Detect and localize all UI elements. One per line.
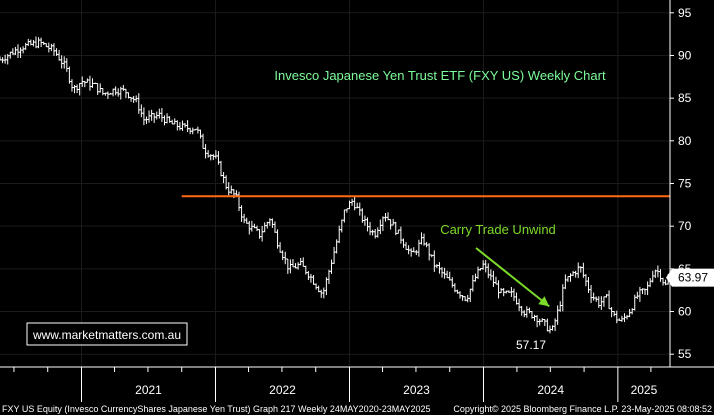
x-tick-label: 2024 (537, 383, 564, 397)
min-price-label: 57.17 (516, 338, 546, 352)
x-tick-label: 2023 (403, 383, 430, 397)
watermark-text: www.marketmatters.com.au (32, 328, 181, 342)
footer-left: FXY US Equity (Invesco CurrencyShares Ja… (2, 404, 431, 414)
last-price-tag: 63.97 (666, 268, 714, 287)
footer-bar (0, 402, 714, 415)
y-tick-label: 90 (678, 48, 692, 62)
x-axis: 2021 2022 2023 2024 2025 (0, 366, 714, 402)
x-tick-label: 2025 (631, 383, 658, 397)
price-bars (0, 36, 670, 334)
chart-gridlines (0, 0, 670, 367)
annotation-arrow (475, 247, 550, 308)
x-tick-label: 2021 (135, 383, 162, 397)
chart-title: Invesco Japanese Yen Trust ETF (FXY US) … (274, 68, 606, 83)
y-tick-label: 70 (678, 219, 692, 233)
y-tick-label: 85 (678, 91, 692, 105)
y-tick-label: 75 (678, 177, 692, 191)
y-tick-label: 95 (678, 6, 692, 20)
annotation-arrowhead (538, 296, 550, 307)
watermark-box (26, 322, 188, 346)
y-tick-label: 55 (678, 347, 692, 361)
footer-right: Copyright© 2025 Bloomberg Finance L.P. 2… (453, 404, 712, 414)
carry-trade-annotation: Carry Trade Unwind (440, 222, 556, 237)
y-tick-label: 80 (678, 134, 692, 148)
y-tick-label: 60 (678, 305, 692, 319)
x-tick-label: 2022 (269, 383, 296, 397)
y-axis: 556065707580859095 (669, 0, 692, 367)
last-price-label: 63.97 (678, 271, 708, 285)
